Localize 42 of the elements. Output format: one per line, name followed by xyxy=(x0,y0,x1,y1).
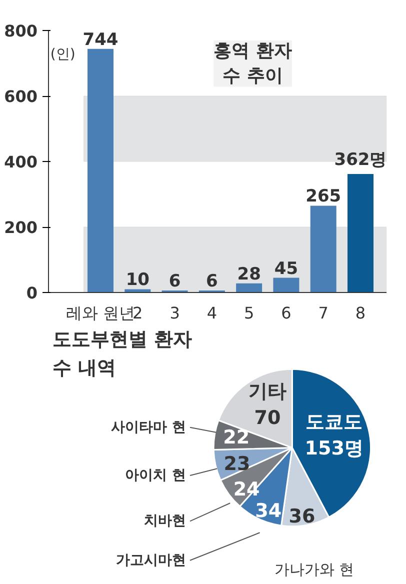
data-label: 34 xyxy=(255,500,282,522)
text: 홍역 환자 수 추이 xyxy=(214,40,292,87)
slice-label: 도쿄도 xyxy=(306,410,363,433)
data-label: 28 xyxy=(237,264,261,284)
x-tick-label: 8 xyxy=(355,304,366,322)
slice-label: 기타 xyxy=(248,380,286,402)
data-label: 6 xyxy=(168,272,181,292)
bar xyxy=(273,278,300,292)
data-label: 22 xyxy=(223,426,250,448)
x-tick-label: 2 xyxy=(132,304,143,322)
bar xyxy=(236,283,262,292)
data-label: 45 xyxy=(274,258,298,279)
y-tick-label: 800 xyxy=(4,22,38,40)
slice-label: 아이치 현 xyxy=(125,468,186,484)
data-label: 265 xyxy=(306,186,342,207)
bar xyxy=(348,174,374,292)
y-tick-label: 0 xyxy=(26,284,38,302)
slice-label: 사이타마 현 xyxy=(111,419,186,436)
data-label: 153명 xyxy=(304,437,364,460)
x-tick-label: 7 xyxy=(318,304,328,322)
x-tick-label: 3 xyxy=(170,304,180,322)
y-tick-label: 600 xyxy=(4,87,38,106)
x-tick-label: 5 xyxy=(244,304,254,322)
x-tick-label: 4 xyxy=(206,304,218,322)
data-label: 36 xyxy=(288,505,316,528)
data-label: 6 xyxy=(206,272,218,292)
slice-label: 가고시마현 xyxy=(116,552,186,568)
bar xyxy=(124,289,151,292)
slice-label: 치바현 xyxy=(144,513,186,530)
chart-title: 도도부현별 환자 수 내역 xyxy=(52,328,192,379)
y-tick-label: 400 xyxy=(4,152,38,172)
data-label: 362명 xyxy=(334,150,387,170)
data-label: 23 xyxy=(224,453,250,476)
y-tick-label: 200 xyxy=(4,218,38,237)
bar xyxy=(310,206,336,292)
y-axis-title: (인) xyxy=(50,46,76,62)
data-label: 744 xyxy=(82,30,118,50)
x-tick-label: 6 xyxy=(281,304,292,322)
data-label: 70 xyxy=(254,406,281,429)
bar xyxy=(88,48,114,292)
data-label: 10 xyxy=(126,270,150,290)
slice-label: 가나가와 현 xyxy=(274,560,354,579)
